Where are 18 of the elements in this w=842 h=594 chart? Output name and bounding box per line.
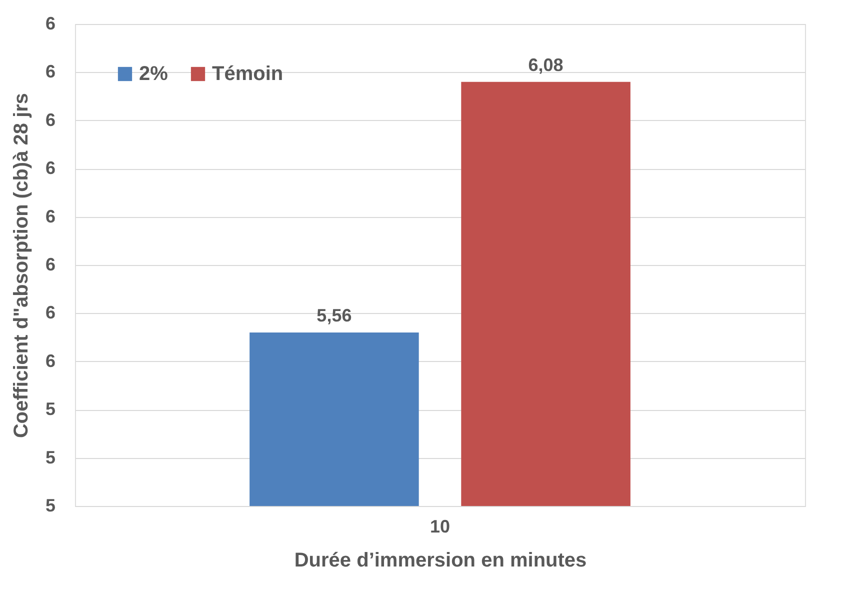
y-tick-label: 6 bbox=[45, 14, 56, 34]
y-tick-label: 6 bbox=[45, 206, 56, 226]
y-tick-label: 6 bbox=[45, 350, 56, 371]
y-tick-label: 6 bbox=[45, 110, 56, 130]
y-tick-label: 6 bbox=[45, 158, 56, 178]
y-axis-title: Coefficient d"absorption (cb)à 28 jrs bbox=[10, 92, 32, 438]
data-label: 6,08 bbox=[528, 54, 564, 75]
y-tick-label: 6 bbox=[45, 302, 56, 323]
data-label: 5,56 bbox=[316, 305, 352, 326]
y-tick-label: 5 bbox=[45, 496, 56, 516]
y-tick-label: 5 bbox=[45, 399, 56, 420]
legend-label: Témoin bbox=[212, 63, 284, 85]
x-tick-label: 10 bbox=[430, 516, 450, 536]
y-tick-label: 6 bbox=[45, 254, 56, 274]
x-axis-title: Durée d’immersion en minutes bbox=[294, 550, 587, 572]
y-tick-label: 6 bbox=[45, 62, 56, 82]
y-tick-label: 5 bbox=[45, 447, 56, 468]
legend-label: 2% bbox=[139, 63, 168, 85]
